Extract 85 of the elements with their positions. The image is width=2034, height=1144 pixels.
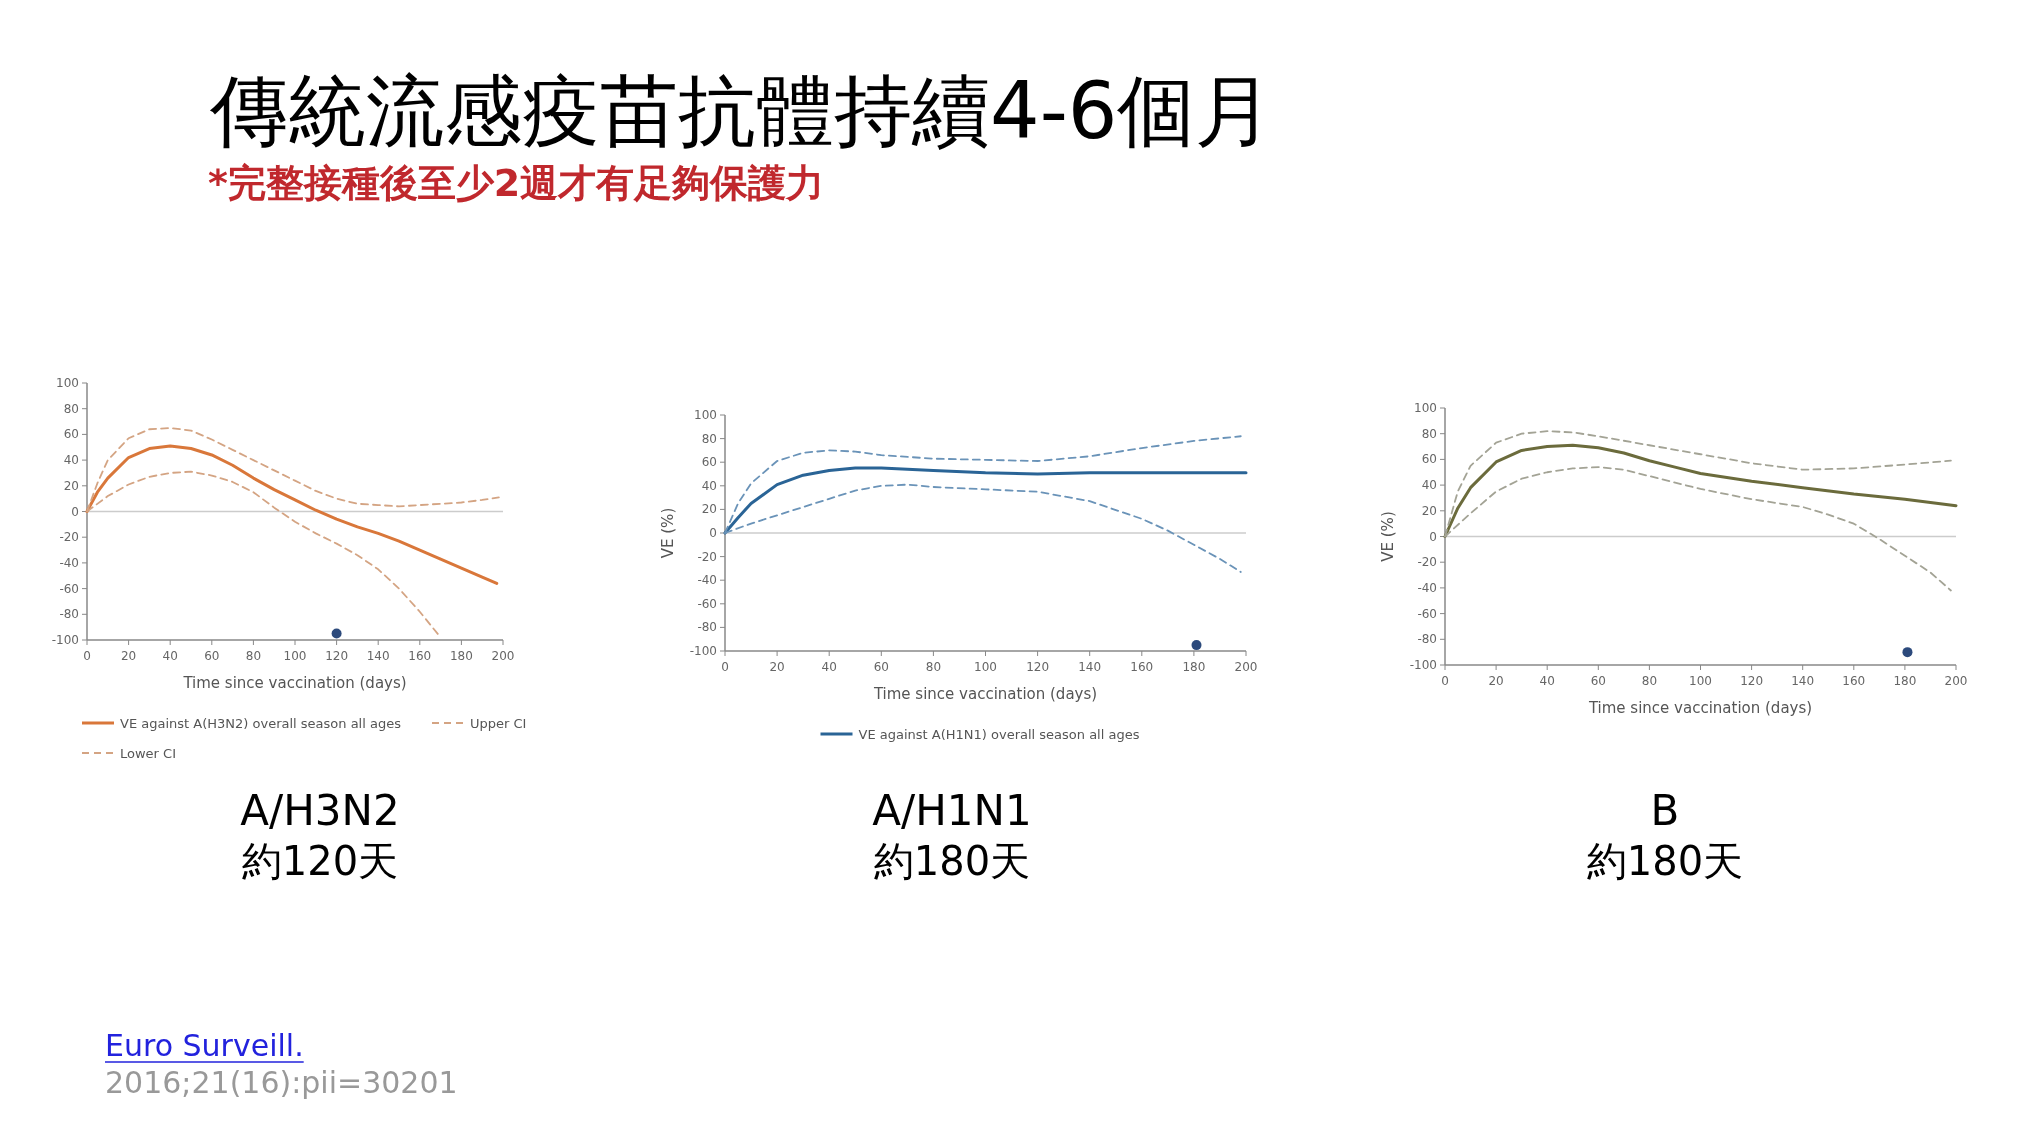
x-tick-label: 80 (1641, 674, 1658, 688)
y-tick-label: 80 (63, 401, 79, 416)
y-tick-label: 100 (1414, 401, 1437, 415)
x-tick-label: 180 (1182, 660, 1206, 674)
y-tick-label: 100 (694, 408, 717, 422)
x-tick-label: 60 (873, 660, 889, 674)
x-tick-label: 40 (162, 649, 178, 663)
x-tick-label: 100 (283, 649, 307, 663)
x-tick-label: 100 (1689, 674, 1712, 688)
y-tick-label: -20 (697, 549, 717, 564)
legend-label: Lower CI (120, 746, 176, 761)
y-tick-label: 0 (1429, 529, 1437, 544)
y-tick-label: -60 (59, 581, 79, 596)
legend-label: VE against A(H1N1) overall season all ages (858, 727, 1140, 742)
y-tick-label: 20 (1421, 503, 1437, 518)
x-tick-label: 20 (120, 649, 137, 663)
x-tick-label: 140 (1078, 660, 1102, 674)
y-tick-label: -80 (59, 607, 79, 622)
y-tick-label: 100 (56, 376, 79, 390)
x-tick-label: 120 (1740, 674, 1764, 688)
y-tick-label: 60 (1421, 452, 1437, 467)
y-tick-label: 60 (701, 455, 717, 470)
x-tick-label: 160 (408, 649, 432, 663)
x-tick-label: 20 (769, 660, 785, 674)
text: 約180天 (1586, 838, 1744, 884)
y-tick-label: -80 (1417, 632, 1437, 647)
text: A/H1N1 (872, 786, 1032, 835)
x-tick-label: 120 (325, 649, 349, 663)
x-tick-label: 200 (491, 649, 515, 663)
y-axis-title: VE (%) (659, 507, 677, 559)
x-tick-label: 0 (721, 660, 729, 674)
y-tick-label: 40 (1421, 478, 1437, 493)
x-tick-label: 120 (1026, 660, 1050, 674)
y-tick-label: 40 (701, 478, 717, 493)
text: 約120天 (241, 838, 399, 884)
y-tick-label: -40 (59, 555, 79, 570)
x-tick-label: 180 (449, 649, 473, 663)
x-tick-label: 20 (1488, 674, 1504, 688)
x-tick-label: 140 (1791, 674, 1815, 688)
y-tick-label: 80 (1421, 426, 1437, 441)
legend-label: Upper CI (470, 716, 527, 731)
x-tick-label: 200 (1234, 660, 1258, 674)
x-tick-label: 80 (245, 649, 262, 663)
x-tick-label: 80 (925, 660, 942, 674)
x-tick-label: 200 (1944, 674, 1968, 688)
x-tick-label: 40 (821, 660, 837, 674)
x-axis-title: Time since vaccination (days) (1587, 699, 1813, 717)
y-tick-label: 60 (63, 427, 79, 442)
y-tick-label: -60 (1417, 606, 1437, 621)
y-tick-label: -40 (697, 573, 717, 588)
x-tick-label: 160 (1130, 660, 1154, 674)
x-tick-label: 60 (204, 649, 220, 663)
y-tick-label: 0 (709, 526, 717, 540)
x-tick-label: 180 (1893, 674, 1917, 688)
y-tick-label: 0 (71, 504, 79, 519)
x-tick-label: 60 (1590, 674, 1606, 688)
text: A/H3N2 (240, 786, 400, 835)
y-axis-title: VE (%) (1379, 511, 1397, 562)
y-tick-label: -100 (1409, 658, 1437, 672)
x-tick-label: 100 (974, 660, 997, 674)
y-tick-label: 20 (63, 478, 79, 493)
x-tick-label: 160 (1842, 674, 1866, 688)
y-tick-label: 40 (63, 453, 79, 468)
text: 2016;21(16):pii=30201 (105, 1065, 458, 1100)
x-tick-label: 140 (366, 649, 390, 663)
x-tick-label: 0 (83, 649, 91, 663)
chart-subtitle: *完整接種後至少2週才有足夠保護力 (208, 161, 825, 205)
text: Euro Surveill. (105, 1028, 304, 1063)
y-tick-label: -100 (51, 633, 79, 647)
y-tick-label: -40 (1417, 580, 1437, 595)
y-tick-label: -20 (59, 530, 79, 545)
text: B (1650, 786, 1680, 835)
text: 約180天 (873, 838, 1031, 884)
x-axis-title: Time since vaccination (days) (872, 685, 1098, 703)
legend-label: VE against A(H3N2) overall season all ages (120, 716, 402, 731)
x-tick-label: 0 (1441, 674, 1449, 688)
y-tick-label: 20 (701, 502, 717, 517)
text: 傳統流感疫苗抗體持續4-6個月 (209, 66, 1274, 156)
y-tick-label: -20 (1417, 555, 1437, 570)
y-tick-label: -80 (697, 620, 717, 635)
y-tick-label: -100 (689, 644, 717, 658)
y-tick-label: 80 (701, 431, 717, 446)
x-tick-label: 40 (1539, 674, 1555, 688)
y-tick-label: -60 (697, 596, 717, 611)
x-axis-title: Time since vaccination (days) (182, 674, 407, 692)
